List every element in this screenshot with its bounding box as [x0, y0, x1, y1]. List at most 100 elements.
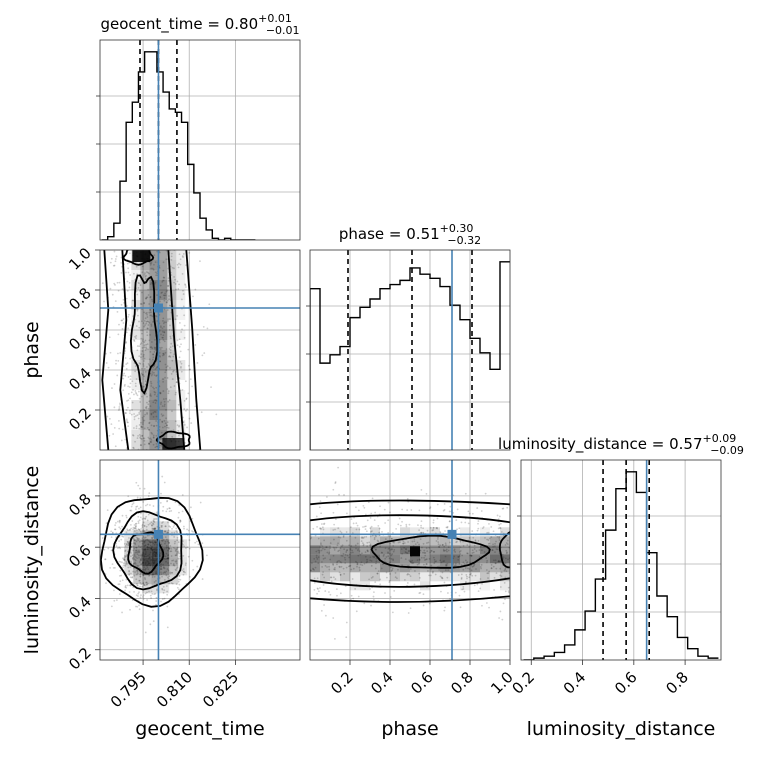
density-cell [430, 527, 440, 537]
sample-point [387, 548, 390, 550]
density-contour [310, 514, 510, 588]
sample-point [159, 360, 161, 363]
sample-point [458, 594, 461, 597]
sample-point [467, 522, 470, 525]
sample-point [495, 572, 498, 575]
sample-point [469, 573, 472, 576]
sample-point [164, 371, 167, 374]
sample-point [499, 526, 501, 529]
density-cell [460, 572, 470, 582]
sample-point [350, 598, 352, 601]
sample-point [324, 614, 327, 617]
density-cell [149, 440, 159, 450]
sample-point [134, 508, 137, 511]
sample-point [178, 424, 181, 427]
sample-point [466, 575, 468, 578]
sample-point [481, 604, 483, 607]
sample-point [129, 357, 132, 360]
sample-point [137, 281, 140, 284]
sample-point [502, 507, 505, 510]
sample-point [345, 636, 348, 639]
sample-point [163, 308, 166, 311]
sample-point [430, 549, 432, 552]
sample-point [400, 557, 403, 559]
sample-point [429, 506, 432, 509]
density-cell [124, 539, 134, 549]
sample-point [155, 579, 157, 582]
sample-point [174, 391, 177, 394]
sample-point [339, 530, 342, 533]
sample-point [200, 411, 203, 414]
sample-point [138, 362, 141, 364]
sample-point [143, 537, 146, 539]
sample-point [422, 604, 425, 607]
sample-point [416, 541, 419, 544]
sample-point [143, 530, 146, 533]
sample-point [166, 521, 169, 524]
sample-point [152, 356, 155, 359]
sample-point [133, 527, 136, 530]
sample-point [139, 435, 142, 438]
sample-point [150, 521, 153, 524]
sample-point [178, 262, 180, 265]
sample-point [437, 541, 440, 544]
sample-point [191, 530, 193, 532]
sample-point [127, 542, 130, 545]
density-contour [122, 250, 155, 266]
sample-point [210, 386, 212, 389]
y-tick-label: 0.8 [65, 284, 95, 314]
sample-point [152, 434, 155, 437]
sample-point [124, 357, 127, 359]
sample-point [150, 441, 152, 443]
sample-point [180, 367, 182, 369]
sample-point [173, 524, 176, 527]
sample-point [355, 547, 357, 550]
sample-point [323, 539, 326, 542]
sample-point [108, 434, 111, 437]
sample-point [139, 581, 142, 584]
sample-point [130, 572, 132, 575]
sample-point [486, 531, 489, 534]
sample-point [441, 571, 444, 574]
sample-point [145, 277, 147, 280]
density-cell [480, 563, 490, 573]
density-cell [500, 536, 510, 546]
sample-point [115, 255, 118, 258]
sample-point [143, 487, 146, 490]
sample-point [174, 568, 177, 571]
sample-point [163, 579, 166, 581]
sample-point [137, 484, 140, 487]
sample-point [131, 576, 133, 579]
sample-point [173, 267, 175, 270]
sample-point [160, 326, 162, 329]
sample-point [153, 263, 155, 266]
sample-point [146, 334, 149, 337]
sample-point [134, 543, 137, 546]
sample-point [420, 531, 423, 534]
sample-point [506, 539, 509, 542]
sample-point [418, 592, 421, 595]
sample-point [121, 535, 124, 538]
density-cell [176, 290, 186, 300]
density-cell [420, 536, 430, 546]
sample-point [177, 429, 180, 432]
sample-point [140, 545, 143, 548]
sample-point [438, 565, 440, 568]
sample-point [149, 333, 151, 336]
sample-point [498, 515, 501, 518]
sample-point [166, 531, 169, 534]
sample-point [148, 443, 151, 446]
sample-point [181, 540, 184, 543]
sample-point [389, 552, 391, 555]
sample-point [418, 572, 421, 575]
sample-point [357, 595, 360, 598]
sample-point [132, 389, 134, 391]
sample-point [498, 537, 501, 539]
sample-point [169, 337, 172, 340]
sample-point [394, 576, 397, 579]
density-cell [142, 575, 152, 585]
sample-point [334, 482, 337, 485]
sample-point [148, 422, 151, 425]
sample-point [135, 551, 138, 554]
sample-point [169, 346, 172, 348]
